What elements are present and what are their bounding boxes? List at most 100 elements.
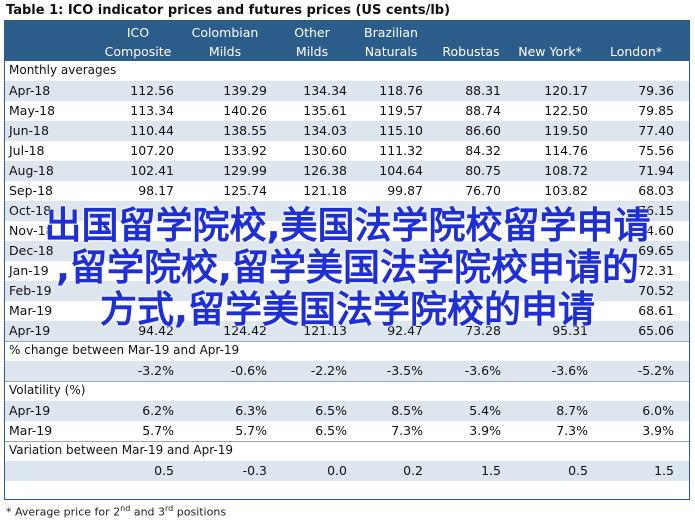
table-cell: 6.2%: [142, 403, 174, 418]
table-row: Jun-18 110.44 138.55 134.03 115.10 86.60 119.5…: [5, 121, 689, 141]
column-header-line1: Other: [294, 25, 330, 40]
table-cell: 8.5%: [391, 403, 423, 418]
row-label: Dec-18: [9, 243, 54, 258]
column-header-line2: New York*: [518, 44, 582, 59]
table-cell: 140.26: [223, 103, 267, 118]
row-label: Oct-18: [9, 203, 52, 218]
table-title: Table 1: ICO indicator prices and future…: [6, 3, 451, 18]
table-cell: 73.28: [465, 323, 501, 338]
table-row: Aug-18 102.41 129.99 126.38 104.64 80.75 108.7…: [5, 161, 689, 181]
table-row: Oct-18 76.15: [5, 201, 689, 221]
row-label: Apr-19: [9, 323, 51, 338]
column-header: Robustas: [429, 21, 513, 61]
row-label: Jul-18: [9, 143, 45, 158]
column-header-line1: [508, 23, 592, 42]
table-cell: -5.2%: [637, 363, 674, 378]
table-cell: 115.10: [379, 123, 423, 138]
column-header-line2: Composite: [104, 44, 172, 59]
table-cell: 70.52: [638, 283, 674, 298]
table-cell: -2.2%: [310, 363, 347, 378]
table-row: -3.2% -0.6% -2.2% -3.5% -3.6% -3.6% -5.2%: [5, 361, 689, 381]
table-cell: 3.9%: [642, 423, 674, 438]
table-cell: -3.6%: [464, 363, 501, 378]
table-cell: 120.17: [544, 83, 588, 98]
table-cell: 3.9%: [469, 423, 501, 438]
table-row: Apr-19 6.2% 6.3% 6.5% 8.5% 5.4% 8.7% 6.0%: [5, 401, 689, 421]
table-cell: 121.18: [303, 183, 347, 198]
table-row: Sep-18 98.17 125.74 121.18 99.87 76.70 103.82 6…: [5, 181, 689, 201]
table-cell: 7.3%: [556, 423, 588, 438]
table-cell: 1.5: [481, 463, 501, 478]
table-cell: 65.06: [638, 323, 674, 338]
row-label: Jan-19: [9, 263, 49, 278]
section-heading: Variation between Mar-19 and Apr-19: [9, 443, 234, 457]
table-cell: 126.38: [303, 163, 347, 178]
table-cell: 6.3%: [235, 403, 267, 418]
column-header-line1: Colombian: [191, 25, 259, 40]
table-cell: 84.32: [465, 143, 501, 158]
table-cell: 75.56: [638, 143, 674, 158]
table-cell: 69.65: [638, 243, 674, 258]
table-cell: 0.0: [327, 463, 347, 478]
table-cell: 103.82: [544, 183, 588, 198]
table-row: Jan-19 72.31: [5, 261, 689, 281]
column-header-line1: [594, 23, 678, 42]
table-cell: 98.17: [138, 183, 174, 198]
row-label: Jun-18: [9, 123, 49, 138]
table-header: ICO Composite Colombian Milds Other Milds Braz…: [5, 21, 689, 61]
table-cell: 122.50: [544, 103, 588, 118]
column-header: Colombian Milds: [183, 21, 267, 61]
column-header-line2: Naturals: [364, 44, 418, 59]
table-row: Apr-19 94.42 124.42 121.13 92.47 73.28 95.31 65…: [5, 321, 689, 341]
section-heading-row: Volatility (%): [5, 381, 689, 401]
row-divider: [5, 341, 689, 342]
table-cell: 79.36: [638, 83, 674, 98]
table-cell: 102.41: [130, 163, 174, 178]
table-cell: 118.76: [379, 83, 423, 98]
table-cell: 0.2: [403, 463, 423, 478]
table-row: Nov-18 74.60: [5, 221, 689, 241]
table-cell: -0.6%: [230, 363, 267, 378]
section-heading: % change between Mar-19 and Apr-19: [9, 343, 240, 357]
column-header-line2: Milds: [295, 44, 329, 59]
table-row: Mar-19 5.7% 5.7% 6.5% 7.3% 3.9% 7.3% 3.9%: [5, 421, 689, 441]
table-cell: 111.32: [379, 143, 423, 158]
table-cell: 112.56: [130, 83, 174, 98]
table-cell: 86.60: [465, 123, 501, 138]
table-cell: 107.20: [130, 143, 174, 158]
table-cell: 8.7%: [556, 403, 588, 418]
section-heading: Monthly averages: [9, 63, 117, 77]
table-cell: 5.7%: [235, 423, 267, 438]
table-cell: 88.74: [465, 103, 501, 118]
price-table: ICO Composite Colombian Milds Other Milds Braz…: [4, 20, 690, 500]
table-cell: 110.44: [130, 123, 174, 138]
table-cell: 7.3%: [391, 423, 423, 438]
table-cell: 99.87: [387, 183, 423, 198]
table-cell: 71.94: [638, 163, 674, 178]
column-header-line2: Robustas: [442, 44, 500, 59]
table-cell: 1.5: [654, 463, 674, 478]
column-header: London*: [594, 21, 678, 61]
row-label: May-18: [9, 103, 56, 118]
table-cell: 119.57: [379, 103, 423, 118]
row-divider: [5, 381, 689, 382]
table-cell: 76.15: [638, 203, 674, 218]
table-cell: 138.55: [223, 123, 267, 138]
table-cell: 68.61: [638, 303, 674, 318]
table-row: 0.5 -0.3 0.0 0.2 1.5 0.5 1.5: [5, 461, 689, 481]
column-header-line1: ICO: [126, 25, 150, 40]
row-label: Mar-19: [9, 303, 53, 318]
table-cell: 5.4%: [469, 403, 501, 418]
table-cell: 0.5: [568, 463, 588, 478]
table-cell: 135.61: [303, 103, 347, 118]
column-header-line1: Brazilian: [364, 25, 418, 40]
table-cell: 124.42: [223, 323, 267, 338]
table-cell: 68.03: [638, 183, 674, 198]
column-header: ICO Composite: [96, 21, 180, 61]
table-cell: 5.7%: [142, 423, 174, 438]
table-cell: 113.34: [130, 103, 174, 118]
table-row: Mar-19 68.61: [5, 301, 689, 321]
table-cell: 129.99: [223, 163, 267, 178]
column-header: Brazilian Naturals: [349, 21, 433, 61]
table-cell: 88.31: [465, 83, 501, 98]
